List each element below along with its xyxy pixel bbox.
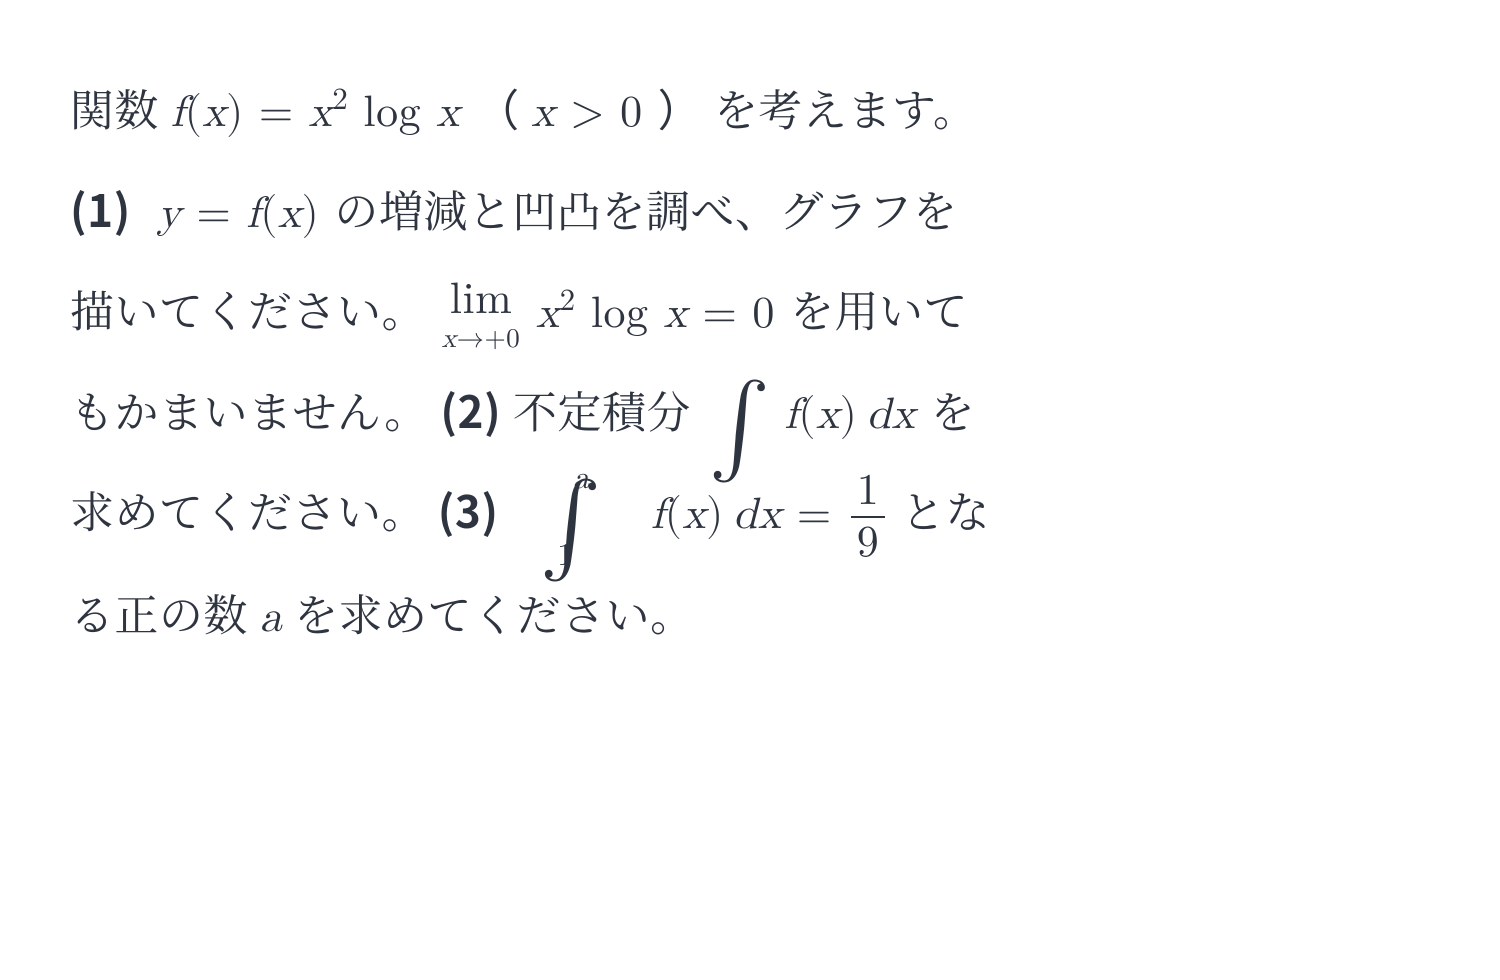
expr-x2logx-eq0: x2 log x = 0 bbox=[536, 292, 790, 336]
text-part3b: る正の数 bbox=[70, 580, 260, 644]
fraction-1-9: 1 9 bbox=[851, 469, 886, 565]
expr-fx-def: f(x) = x2 log x bbox=[171, 91, 475, 135]
text-part3c: を求めてください。 bbox=[294, 580, 695, 644]
definite-integral-icon: ∫ a 1 bbox=[540, 509, 602, 526]
var-a: a bbox=[260, 596, 283, 640]
text-wokangaemasu: を考えます。 bbox=[714, 75, 977, 139]
text-part2a: 不定積分 bbox=[513, 377, 703, 441]
expr-xgt0: x > 0 bbox=[531, 91, 657, 135]
expr-fx-dx-2: f(x) dx = bbox=[651, 493, 847, 537]
text-part1c: を用いて bbox=[790, 276, 968, 340]
open-paren: （ bbox=[475, 91, 520, 135]
text-part3a: とな bbox=[901, 477, 990, 541]
expr-fx-dx: f(x) dx bbox=[784, 393, 930, 437]
limit-expr: lim x→+0 bbox=[442, 278, 521, 353]
text-part1a: の増減と凹凸を調べ、グラフを bbox=[334, 176, 957, 240]
part2-label: (2) bbox=[440, 377, 501, 441]
close-paren: ） bbox=[658, 91, 703, 135]
text-part1b: 描いてください。 bbox=[70, 276, 426, 340]
expr-y-eq-fx: y = f(x) bbox=[143, 192, 335, 236]
math-problem-text: 関数 f(x) = x2 log x （ x > 0 ） を考えます。 (1) … bbox=[0, 0, 1500, 726]
part3-label: (3) bbox=[438, 477, 499, 541]
part1-label: (1) bbox=[70, 176, 131, 240]
text-kansuu: 関数 bbox=[70, 75, 171, 139]
text-part1d: もかまいません。 bbox=[70, 377, 429, 441]
text-part2b: を bbox=[930, 377, 975, 441]
text-part2c: 求めてください。 bbox=[70, 477, 426, 541]
